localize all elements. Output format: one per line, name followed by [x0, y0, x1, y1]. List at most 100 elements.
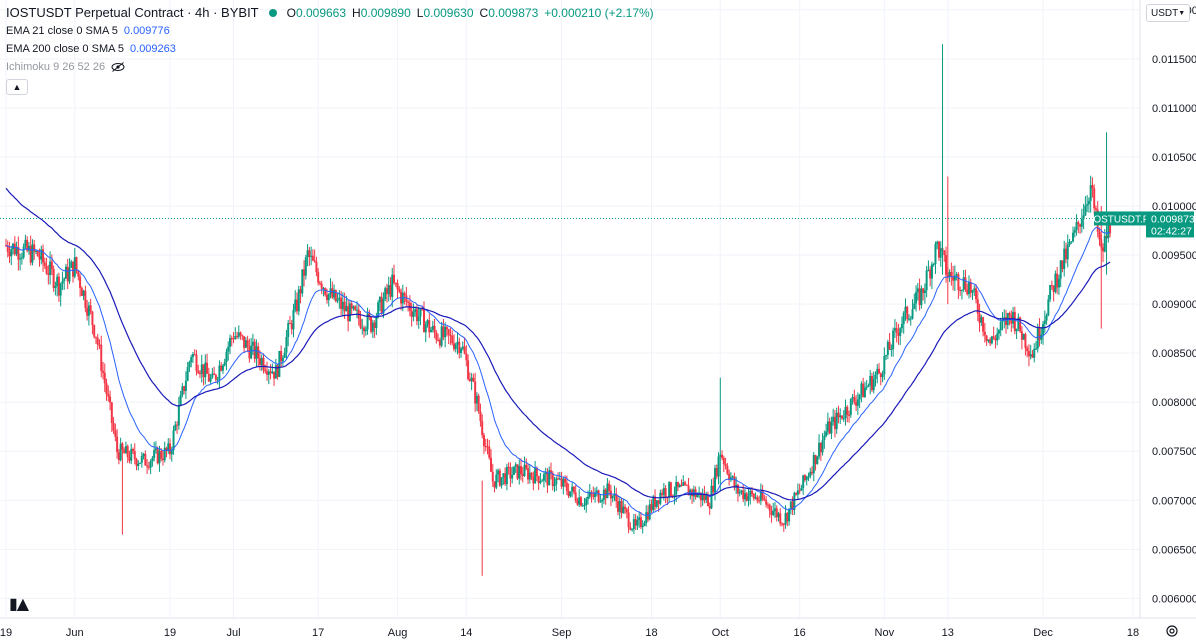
candle-body: [897, 332, 900, 336]
candle-body: [594, 492, 597, 497]
candle-body: [438, 340, 441, 346]
candle-body: [922, 288, 925, 293]
candle-body: [987, 339, 990, 341]
candle-body: [417, 316, 420, 322]
candle-body: [504, 473, 507, 485]
candle-body: [117, 452, 120, 461]
currency-selector[interactable]: USDT ▼: [1146, 4, 1190, 22]
candle-body: [442, 326, 445, 338]
candle-body: [184, 380, 187, 391]
candlestick-series: [5, 44, 1112, 576]
gear-icon[interactable]: [1165, 624, 1179, 638]
candle-body: [945, 255, 948, 275]
candle-body: [895, 328, 898, 333]
candle-body: [779, 513, 782, 524]
chart-legend: IOSTUSDT Perpetual Contract · 4h · BYBIT…: [6, 4, 654, 95]
candle-body: [345, 306, 348, 312]
candle-body: [262, 357, 265, 370]
candle-body: [170, 450, 173, 455]
candle-body: [869, 376, 872, 386]
candle-body: [1056, 273, 1059, 288]
candle-body: [160, 451, 163, 459]
candle-body: [43, 262, 46, 266]
candle-body: [72, 261, 75, 277]
candle-body: [130, 449, 133, 461]
candle-body: [149, 461, 152, 468]
candle-body: [585, 498, 588, 506]
candle-body: [498, 470, 501, 486]
ema21-legend[interactable]: EMA 21 close 0 SMA 5 0.009776: [6, 25, 170, 37]
candle-body: [934, 244, 937, 264]
candle-body: [86, 307, 89, 316]
eye-hidden-icon[interactable]: [111, 62, 125, 72]
chevron-up-icon: ▲: [12, 82, 22, 92]
candle-body: [534, 467, 537, 484]
candle-body: [281, 357, 284, 362]
candle-body: [1013, 311, 1016, 332]
candle-body: [805, 476, 808, 481]
candle-body: [1017, 317, 1020, 329]
candle-body: [202, 364, 205, 378]
candle-body: [916, 288, 919, 293]
currency-label: USDT: [1151, 7, 1179, 19]
candle-body: [237, 332, 240, 337]
candle-body: [482, 435, 485, 447]
ichimoku-legend[interactable]: Ichimoku 9 26 52 26: [6, 58, 654, 76]
candle-body: [962, 277, 965, 290]
candle-body: [116, 436, 119, 453]
candle-body: [870, 376, 873, 391]
candle-body: [955, 274, 958, 276]
candle-body: [440, 326, 443, 346]
candle-body: [350, 303, 353, 309]
candle-body: [982, 317, 985, 332]
candle-body: [206, 362, 209, 374]
candle-body: [936, 241, 939, 245]
candle-body: [985, 335, 988, 341]
tradingview-logo[interactable]: ▮▲: [9, 594, 29, 613]
x-tick-label: Sep: [552, 627, 572, 639]
candle-body: [664, 488, 667, 498]
candle-body: [830, 421, 833, 434]
candle-body: [687, 485, 690, 496]
candle-body: [271, 371, 274, 374]
candle-body: [675, 481, 678, 495]
symbol-title[interactable]: IOSTUSDT Perpetual Contract · 4h · BYBIT: [6, 5, 259, 20]
candle-body: [705, 495, 708, 501]
candle-body: [258, 358, 261, 365]
candle-body: [204, 362, 207, 378]
candle-body: [976, 299, 979, 314]
candle-body: [532, 476, 535, 484]
candle-body: [371, 322, 374, 332]
ema200-legend[interactable]: EMA 200 close 0 SMA 5 0.009263: [6, 43, 176, 55]
candle-body: [167, 443, 170, 451]
candle-body: [190, 357, 193, 363]
candle-body: [45, 265, 48, 274]
candle-body: [613, 493, 616, 496]
candle-body: [419, 308, 422, 317]
candle-body: [608, 483, 611, 491]
candle-body: [310, 255, 313, 257]
candle-body: [405, 295, 408, 302]
candle-body: [1066, 244, 1069, 260]
candle-body: [842, 418, 845, 420]
candle-body: [334, 290, 337, 302]
candle-body: [662, 488, 665, 495]
candle-body: [992, 336, 995, 339]
candle-body: [733, 476, 736, 488]
candle-body: [781, 523, 784, 525]
x-tick-label: Nov: [875, 627, 895, 639]
candle-body: [73, 257, 76, 277]
collapse-legend-button[interactable]: ▲: [6, 79, 28, 95]
candle-body: [855, 402, 858, 406]
candle-body: [415, 309, 418, 322]
candle-body: [712, 485, 715, 493]
candle-body: [587, 496, 590, 499]
price-tag-bg: [1146, 211, 1194, 238]
candle-body: [544, 472, 547, 475]
candle-body: [676, 481, 679, 488]
candle-body: [848, 414, 851, 416]
candle-body: [738, 491, 741, 494]
candle-body: [1019, 317, 1022, 332]
candle-body: [491, 471, 494, 482]
